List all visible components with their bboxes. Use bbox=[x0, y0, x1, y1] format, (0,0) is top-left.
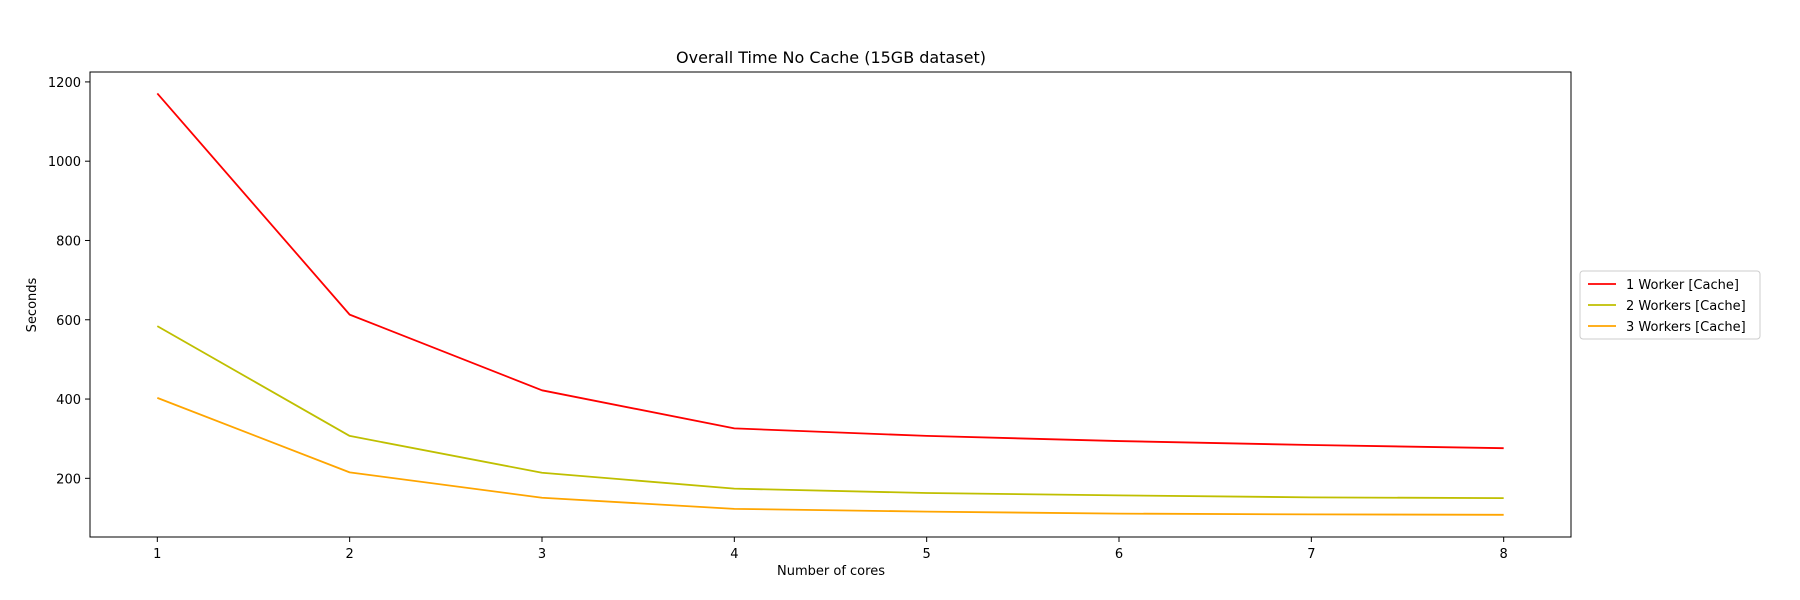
x-axis: 1 2 3 4 5 6 7 8 bbox=[153, 537, 1508, 562]
plot-frame bbox=[89, 71, 1572, 538]
y-axis-label: Seconds bbox=[25, 277, 40, 332]
legend-items: 1 Worker [Cache] 2 Workers [Cache] 3 Worke… bbox=[1588, 278, 1746, 335]
y-tick-label: 800 bbox=[56, 234, 81, 249]
y-tick-label: 1000 bbox=[48, 155, 81, 170]
x-tick-label: 1 bbox=[153, 547, 161, 562]
plot-lines bbox=[156, 92, 1504, 516]
x-tick-label: 3 bbox=[538, 547, 546, 562]
y-tick-label: 1200 bbox=[48, 76, 81, 91]
series-line-1 bbox=[156, 92, 1504, 450]
series-line-3 bbox=[156, 397, 1504, 516]
x-axis-label: Number of cores bbox=[777, 564, 885, 579]
legend: 1 Worker [Cache] 2 Workers [Cache] 3 Worke… bbox=[1579, 270, 1761, 340]
x-tick-label: 5 bbox=[923, 547, 931, 562]
y-tick-label: 600 bbox=[56, 314, 81, 329]
y-axis: 200 400 600 800 1000 1200 bbox=[48, 76, 90, 487]
y-tick-label: 400 bbox=[56, 393, 81, 408]
x-tick-label: 8 bbox=[1500, 547, 1508, 562]
legend-frame bbox=[1579, 270, 1761, 340]
legend-label-2: 2 Workers [Cache] bbox=[1626, 299, 1746, 314]
y-tick-label: 200 bbox=[56, 472, 81, 487]
legend-label-3: 3 Workers [Cache] bbox=[1626, 320, 1746, 335]
chart-title: Overall Time No Cache (15GB dataset) bbox=[676, 48, 986, 67]
x-tick-label: 7 bbox=[1307, 547, 1315, 562]
x-tick-label: 6 bbox=[1115, 547, 1123, 562]
x-tick-label: 2 bbox=[346, 547, 354, 562]
x-tick-label: 4 bbox=[730, 547, 738, 562]
series-line-2 bbox=[156, 325, 1504, 500]
legend-label-1: 1 Worker [Cache] bbox=[1626, 278, 1739, 293]
